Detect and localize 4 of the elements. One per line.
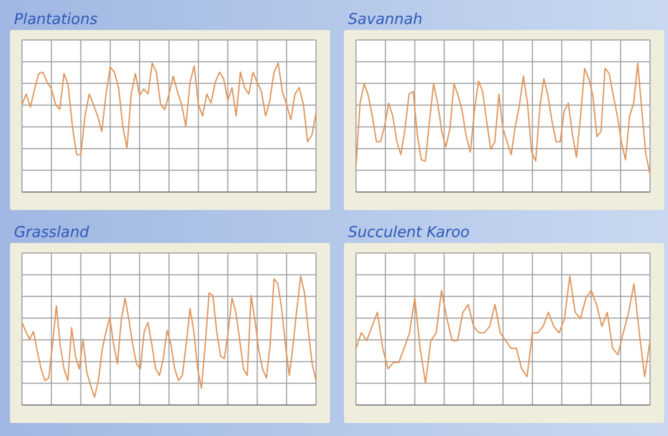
chart-title: Savannah <box>347 9 424 30</box>
chart-title: Plantations <box>13 9 99 30</box>
chart-title: Grassland <box>13 222 90 243</box>
chart-title: Succulent Karoo <box>347 222 471 243</box>
